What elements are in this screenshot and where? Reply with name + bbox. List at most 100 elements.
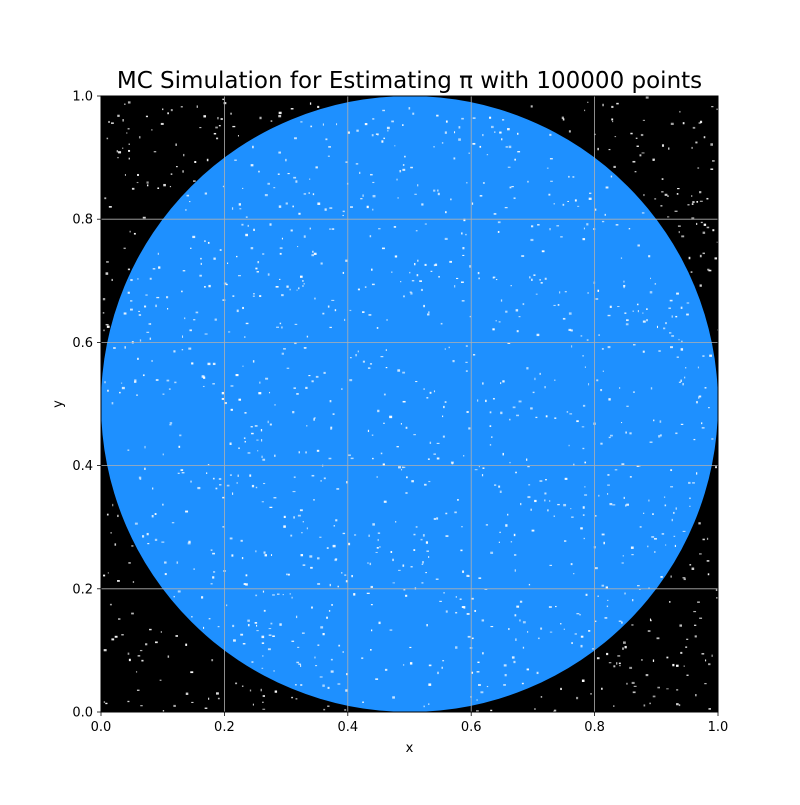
sample-gap bbox=[247, 619, 250, 622]
sample-gap bbox=[181, 472, 185, 474]
sample-gap bbox=[535, 416, 538, 419]
sample-gap bbox=[226, 484, 230, 487]
sample-gap bbox=[582, 404, 586, 407]
sample-gap bbox=[262, 695, 265, 698]
sample-gap bbox=[350, 457, 354, 460]
sample-gap bbox=[127, 127, 130, 130]
sample-gap bbox=[649, 441, 653, 443]
sample-gap bbox=[222, 299, 226, 301]
sample-gap bbox=[320, 262, 323, 265]
sample-gap bbox=[689, 564, 692, 566]
sample-gap bbox=[185, 643, 188, 646]
sample-gap bbox=[193, 568, 195, 570]
sample-gap bbox=[329, 207, 333, 209]
sample-gap bbox=[411, 279, 415, 282]
sample-gap bbox=[175, 166, 178, 168]
sample-gap bbox=[517, 151, 521, 153]
sample-gap bbox=[463, 455, 465, 457]
sample-gap bbox=[370, 629, 373, 632]
sample-gap bbox=[153, 151, 157, 153]
sample-gap bbox=[609, 434, 613, 437]
sample-gap bbox=[497, 230, 500, 233]
sample-gap bbox=[216, 137, 219, 140]
sample-gap bbox=[670, 486, 674, 488]
sample-gap bbox=[698, 522, 701, 525]
sample-gap bbox=[563, 503, 567, 507]
sample-gap bbox=[116, 150, 118, 153]
sample-gap bbox=[405, 426, 408, 429]
sample-gap bbox=[514, 158, 516, 161]
sample-gap bbox=[353, 593, 356, 596]
sample-gap bbox=[278, 114, 282, 118]
sample-gap bbox=[136, 394, 139, 396]
sample-gap bbox=[109, 603, 112, 606]
sample-gap bbox=[161, 541, 165, 543]
grid-lines bbox=[101, 96, 718, 712]
sample-gap bbox=[348, 454, 351, 457]
sample-gap bbox=[370, 604, 373, 606]
sample-gap bbox=[621, 463, 625, 465]
sample-gap bbox=[278, 151, 282, 154]
sample-gap bbox=[531, 278, 533, 281]
sample-gap bbox=[471, 671, 474, 674]
sample-gap bbox=[160, 631, 162, 633]
sample-gap bbox=[637, 310, 639, 313]
sample-gap bbox=[651, 536, 655, 538]
sample-gap bbox=[269, 423, 272, 426]
sample-gap bbox=[268, 628, 272, 630]
sample-gap bbox=[342, 532, 346, 535]
sample-gap bbox=[311, 254, 315, 257]
sample-gap bbox=[443, 405, 445, 409]
sample-gap bbox=[702, 231, 706, 234]
sample-gap bbox=[383, 422, 385, 424]
sample-gap bbox=[461, 606, 465, 608]
sample-gap bbox=[135, 671, 138, 673]
sample-gap bbox=[238, 398, 242, 401]
sample-gap bbox=[322, 123, 324, 126]
sample-gap bbox=[236, 255, 238, 258]
sample-gap bbox=[382, 463, 385, 466]
sample-gap bbox=[203, 626, 205, 629]
sample-gap bbox=[409, 291, 412, 293]
sample-gap bbox=[679, 110, 681, 113]
sample-gap bbox=[594, 208, 597, 211]
sample-gap bbox=[460, 549, 463, 552]
sample-gap bbox=[317, 644, 320, 646]
sample-gap bbox=[616, 102, 619, 105]
sample-gap bbox=[164, 573, 167, 576]
sample-gap bbox=[311, 380, 314, 383]
sample-gap bbox=[163, 183, 166, 187]
sample-gap bbox=[461, 300, 465, 302]
sample-gap bbox=[169, 424, 172, 426]
sample-gap bbox=[131, 187, 135, 190]
sample-gap bbox=[155, 379, 159, 381]
sample-gap bbox=[414, 262, 416, 266]
sample-gap bbox=[560, 687, 562, 691]
sample-gap bbox=[413, 533, 416, 536]
sample-gap bbox=[237, 135, 239, 137]
sample-gap bbox=[433, 146, 435, 148]
sample-gap bbox=[212, 362, 216, 366]
sample-gap bbox=[409, 662, 413, 665]
sample-gap bbox=[463, 218, 466, 222]
sample-gap bbox=[306, 335, 309, 338]
sample-gap bbox=[356, 129, 359, 132]
sample-gap bbox=[362, 701, 364, 703]
sample-gap bbox=[693, 438, 696, 441]
sample-gap bbox=[454, 131, 456, 134]
sample-gap bbox=[292, 205, 294, 208]
sample-gap bbox=[637, 244, 640, 247]
sample-gap bbox=[286, 367, 290, 369]
sample-gap bbox=[201, 596, 204, 599]
sample-gap bbox=[169, 185, 172, 188]
sample-gap bbox=[453, 157, 456, 160]
sample-gap bbox=[154, 538, 158, 541]
sample-gap bbox=[490, 551, 494, 554]
sample-gap bbox=[476, 710, 479, 712]
sample-gap bbox=[569, 413, 573, 415]
sample-gap bbox=[539, 372, 541, 375]
sample-gap bbox=[537, 637, 540, 640]
sample-gap bbox=[456, 277, 459, 280]
sample-gap bbox=[162, 108, 164, 111]
sample-gap bbox=[281, 237, 283, 240]
